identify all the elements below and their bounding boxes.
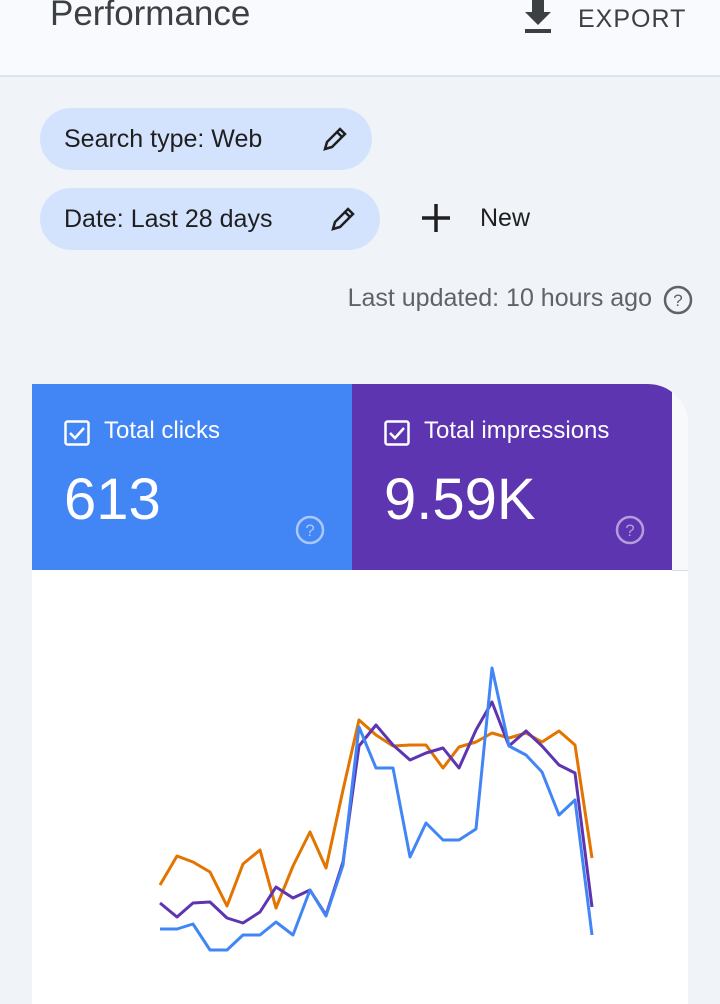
download-icon[interactable] (522, 0, 554, 36)
help-icon[interactable]: ? (615, 515, 645, 545)
header: Performance EXPORT (0, 0, 720, 77)
plus-icon (422, 204, 450, 232)
metric-value: 613 (64, 467, 161, 532)
orange-line (158, 718, 594, 910)
help-icon[interactable]: ? (663, 285, 693, 315)
chip-label: Date: Last 28 days (64, 204, 273, 233)
help-icon[interactable]: ? (295, 515, 325, 545)
metric-tile[interactable]: Total clicks 613 ? (32, 384, 352, 570)
edit-icon (331, 207, 355, 231)
metric-label: Total impressions (424, 417, 610, 444)
checkbox[interactable] (384, 420, 410, 446)
checkbox[interactable] (64, 420, 90, 446)
new-label: New (480, 203, 531, 232)
edit-icon (323, 127, 347, 151)
metric-label: Total clicks (104, 417, 221, 444)
new-filter-button[interactable]: New (420, 202, 530, 234)
blue-line (160, 666, 594, 952)
chart-card: Total clicks 613 ? Total impressions 9.5… (32, 384, 688, 1004)
metric-value: 9.59K (384, 467, 536, 532)
tile-edge (672, 384, 688, 571)
svg-text:?: ? (305, 521, 314, 540)
svg-text:?: ? (625, 521, 634, 540)
page-title: Performance (50, 0, 251, 33)
chip-label: Search type: Web (64, 124, 263, 153)
export-button[interactable]: EXPORT (578, 5, 687, 33)
date-chip[interactable]: Date: Last 28 days (40, 188, 380, 250)
search-type-chip[interactable]: Search type: Web (40, 108, 372, 170)
last-updated: Last updated: 10 hours ago (347, 284, 652, 312)
purple-line (159, 700, 594, 925)
svg-text:?: ? (673, 291, 682, 310)
metric-tile[interactable]: Total impressions 9.59K ? (352, 384, 672, 570)
trend-chart (158, 666, 594, 952)
